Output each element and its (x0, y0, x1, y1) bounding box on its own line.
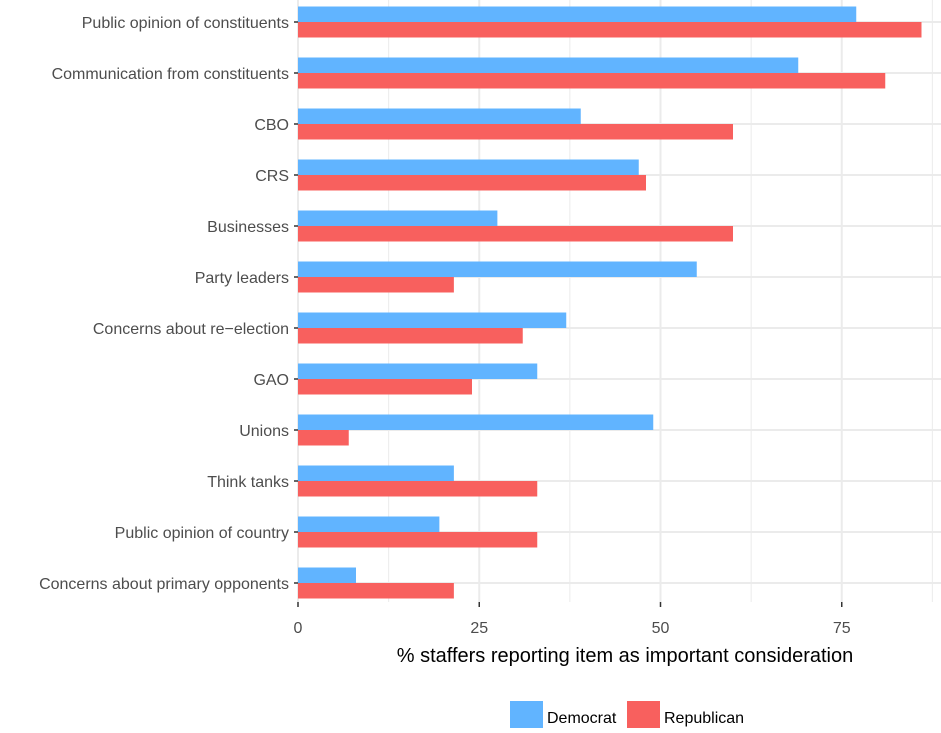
bar-democrat (298, 363, 538, 379)
x-tick-label: 25 (470, 620, 488, 637)
bar-republican (298, 583, 454, 599)
y-tick-label: Businesses (207, 219, 289, 236)
y-tick-label: Public opinion of constituents (82, 15, 289, 32)
x-tick-label: 75 (833, 620, 851, 637)
bar-republican (298, 22, 922, 38)
y-tick-label: GAO (253, 372, 289, 389)
x-tick-label: 50 (652, 620, 670, 637)
y-tick-label: CRS (255, 168, 289, 185)
y-tick-label: Public opinion of country (115, 525, 289, 542)
bar-democrat (298, 414, 654, 430)
bar-democrat (298, 516, 440, 532)
bars (298, 6, 922, 599)
y-tick-label: Unions (239, 423, 289, 440)
bar-republican (298, 532, 538, 548)
bar-republican (298, 73, 886, 89)
y-tick-label: Concerns about re−election (93, 321, 289, 338)
y-tick-label: Party leaders (195, 270, 289, 287)
bar-republican (298, 430, 349, 446)
bar-republican (298, 277, 454, 293)
legend: Democrat Republican (510, 701, 744, 731)
bar-democrat (298, 210, 498, 226)
panel-background (298, 0, 941, 602)
bar-republican (298, 379, 472, 395)
bar-democrat (298, 6, 857, 22)
bar-democrat (298, 567, 356, 583)
legend-key-democrat (510, 701, 543, 731)
y-tick-label: Communication from constituents (52, 66, 289, 83)
bar-democrat (298, 312, 567, 328)
bar-democrat (298, 465, 454, 481)
bar-democrat (298, 159, 639, 175)
y-tick-label: Think tanks (207, 474, 289, 491)
bar-republican (298, 175, 646, 191)
legend-label-republican: Republican (664, 710, 744, 727)
bar-republican (298, 226, 733, 242)
bar-republican (298, 328, 523, 344)
bar-republican (298, 481, 538, 497)
bar-democrat (298, 108, 581, 124)
x-tick-label: 0 (294, 620, 303, 637)
legend-label-democrat: Democrat (547, 710, 617, 727)
bar-republican (298, 124, 733, 140)
legend-key-republican (627, 701, 660, 731)
bar-democrat (298, 261, 697, 277)
y-tick-label: Concerns about primary opponents (39, 576, 289, 593)
axes: Public opinion of constituents Communicat… (39, 15, 851, 637)
bar-democrat (298, 57, 799, 73)
y-tick-label: CBO (254, 117, 289, 134)
x-axis-title: % staffers reporting item as important c… (397, 645, 854, 667)
